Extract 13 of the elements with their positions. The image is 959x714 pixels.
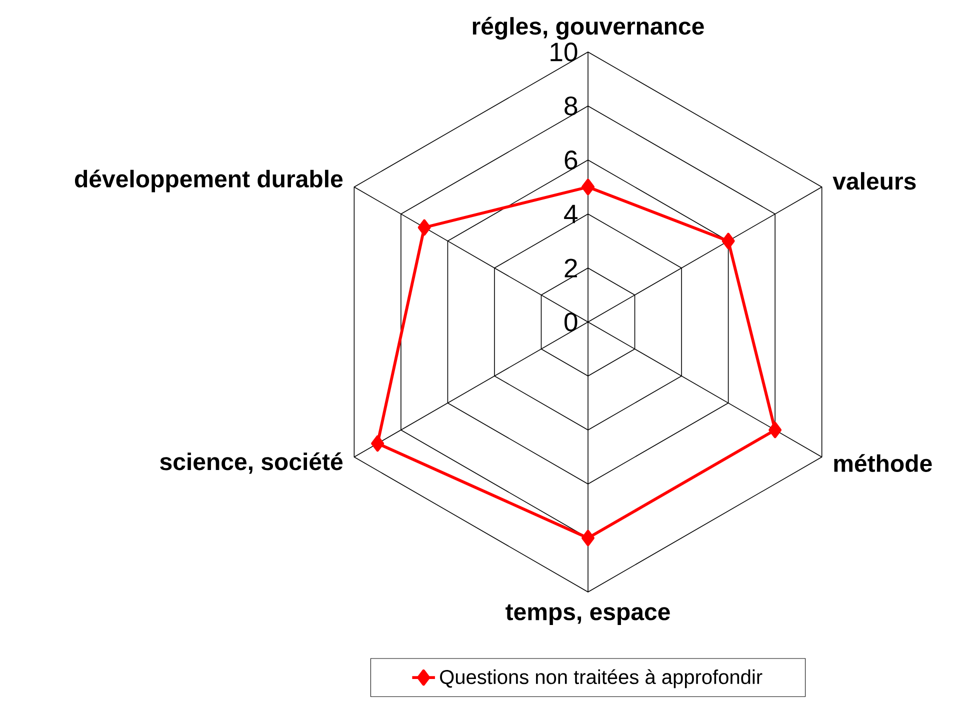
- y-tick-label: 6: [564, 150, 578, 170]
- y-tick-label: 2: [564, 258, 577, 278]
- spoke-label: science, société: [160, 452, 343, 474]
- spoke-label: régles, gouvernance: [472, 16, 704, 40]
- spoke-label: méthode: [834, 454, 932, 472]
- y-tick-label: 4: [564, 204, 578, 224]
- spoke-label: valeurs: [832, 172, 916, 190]
- y-tick-label: 10: [550, 42, 578, 62]
- spoke-label: développement durable: [74, 170, 343, 192]
- y-tick-label: 8: [564, 96, 578, 116]
- y-tick-label: 0: [564, 312, 578, 332]
- legend-label: Questions non traitées à approfondir: [440, 669, 762, 688]
- spoke-label: temps, espace: [506, 604, 670, 626]
